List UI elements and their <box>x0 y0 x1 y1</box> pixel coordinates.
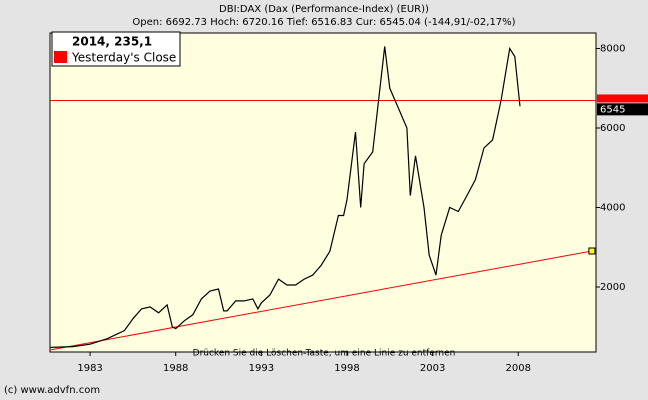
current-label: 6545 <box>600 104 625 115</box>
chart-subtitle: Open: 6692.73 Hoch: 6720.16 Tief: 6516.8… <box>132 17 515 28</box>
y-tick-label: 2000 <box>600 282 625 293</box>
legend: 2014, 235,1 Yesterday's Close <box>51 31 181 67</box>
legend-box <box>51 31 181 67</box>
x-tick-label: 2008 <box>506 363 531 374</box>
x-tick-label: 1983 <box>77 363 102 374</box>
legend-header: 2014, 235,1 <box>72 35 152 49</box>
x-tick-label: 2003 <box>420 363 445 374</box>
x-tick-label: 1993 <box>249 363 274 374</box>
plot-area <box>49 32 597 353</box>
chart-title: DBI:DAX (Dax (Performance-Index) (EUR)) <box>219 4 429 15</box>
trend-handle <box>588 247 596 255</box>
trend-line <box>49 250 592 351</box>
current-marker <box>597 103 648 116</box>
legend-swatch <box>54 51 67 63</box>
credit: (c) www.advfn.com <box>4 385 100 396</box>
y-tick-label: 8000 <box>600 44 625 55</box>
x-tick-label: 1988 <box>163 363 188 374</box>
y-tick-label: 6000 <box>600 123 625 134</box>
annotation: Drücken Sie die Löschen-Taste, um eine L… <box>193 349 456 359</box>
close-marker <box>597 94 648 103</box>
price-line <box>50 46 521 348</box>
x-tick-label: 1998 <box>334 363 359 374</box>
legend-label: Yesterday's Close <box>71 51 176 65</box>
y-tick-label: 4000 <box>600 203 625 214</box>
